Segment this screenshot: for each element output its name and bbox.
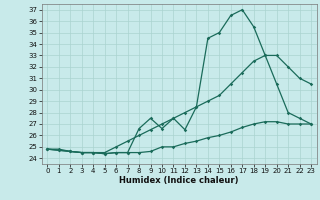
X-axis label: Humidex (Indice chaleur): Humidex (Indice chaleur) — [119, 176, 239, 185]
